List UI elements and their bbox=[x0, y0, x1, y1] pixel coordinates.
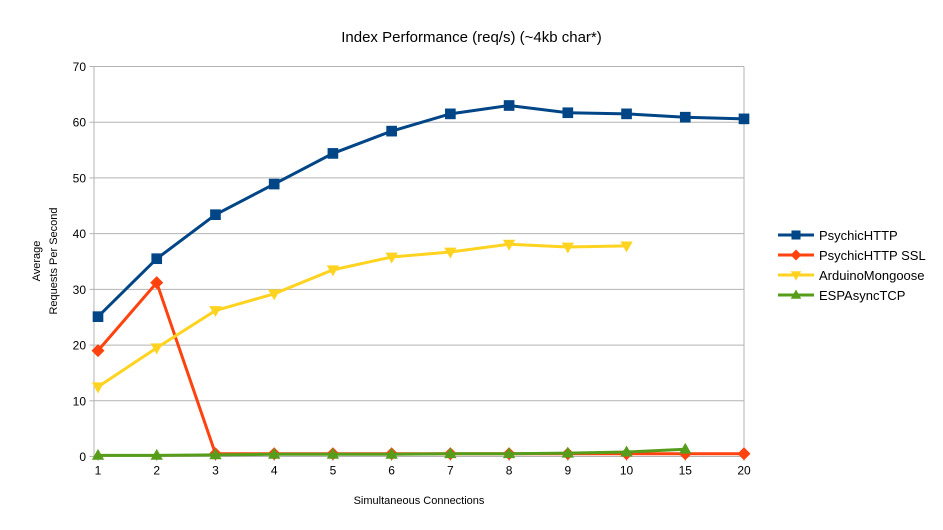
data-point-marker bbox=[268, 289, 281, 301]
square-marker-icon bbox=[791, 230, 801, 240]
data-point-marker bbox=[326, 447, 340, 459]
data-point-marker bbox=[385, 252, 398, 264]
data-point-marker bbox=[561, 242, 574, 254]
legend: PsychicHTTP PsychicHTTP SSL ArduinoMongoos… bbox=[778, 225, 926, 305]
legend-item-espasynctcp: ESPAsyncTCP bbox=[778, 285, 926, 305]
series-line bbox=[96, 103, 745, 318]
data-point-marker bbox=[503, 100, 515, 111]
legend-item-psychichttp: PsychicHTTP bbox=[778, 225, 926, 245]
data-point-marker bbox=[268, 447, 281, 459]
data-point-marker bbox=[151, 253, 163, 265]
y-tick-label: 60 bbox=[73, 116, 87, 130]
data-point-marker bbox=[150, 343, 163, 355]
data-point-marker bbox=[210, 209, 221, 221]
x-tick-label: 3 bbox=[212, 464, 219, 478]
x-tick-label: 15 bbox=[679, 464, 693, 478]
legend-item-arduinomongoose: ArduinoMongoose bbox=[778, 265, 926, 285]
legend-label: PsychicHTTP SSL bbox=[819, 247, 926, 263]
data-point-marker bbox=[209, 448, 222, 460]
data-point-marker bbox=[502, 447, 516, 459]
x-tick-label: 6 bbox=[388, 464, 395, 478]
x-tick-label: 2 bbox=[153, 464, 160, 478]
triangle-up-legend-icon bbox=[778, 289, 814, 299]
data-point-marker bbox=[621, 108, 632, 120]
series-psychichttp-ssl bbox=[91, 276, 751, 461]
y-tick-label: 10 bbox=[73, 394, 87, 408]
legend-label: PsychicHTTP bbox=[819, 227, 898, 243]
diamond-legend-icon bbox=[778, 249, 814, 261]
x-axis-title: Simultaneous Connections bbox=[353, 495, 485, 507]
legend-label: ArduinoMongoose bbox=[819, 267, 925, 283]
data-point-marker bbox=[679, 442, 692, 454]
data-point-marker bbox=[268, 178, 280, 190]
data-point-marker bbox=[444, 447, 457, 459]
triangle-up-marker-icon bbox=[790, 289, 802, 299]
y-tick-label: 30 bbox=[73, 283, 87, 297]
triangle-down-marker-icon bbox=[790, 271, 802, 281]
square-legend-icon bbox=[778, 230, 814, 240]
y-tick-label: 70 bbox=[73, 60, 87, 74]
y-tick-label: 50 bbox=[73, 171, 87, 185]
data-point-marker bbox=[386, 125, 397, 137]
data-point-marker bbox=[91, 382, 105, 394]
data-point-marker bbox=[562, 107, 574, 119]
x-tick-label: 8 bbox=[506, 464, 513, 478]
x-tick-label: 5 bbox=[330, 464, 337, 478]
data-point-marker bbox=[385, 447, 398, 459]
data-point-marker bbox=[209, 306, 222, 318]
y-tick-label: 0 bbox=[79, 450, 86, 464]
diamond-marker-icon bbox=[790, 249, 802, 261]
triangle-down-legend-icon bbox=[778, 271, 814, 281]
x-tick-label: 20 bbox=[737, 464, 751, 478]
x-tick-label: 1 bbox=[95, 464, 102, 478]
data-point-marker bbox=[92, 311, 104, 322]
x-tick-label: 9 bbox=[564, 464, 571, 478]
y-tick-label: 40 bbox=[73, 227, 87, 241]
series-espasynctcp bbox=[91, 442, 692, 460]
data-point-marker bbox=[91, 344, 105, 358]
x-tick-label: 10 bbox=[620, 464, 634, 478]
data-point-marker bbox=[445, 108, 456, 120]
data-point-marker bbox=[327, 148, 339, 159]
data-point-marker bbox=[91, 448, 105, 460]
legend-label: ESPAsyncTCP bbox=[819, 287, 906, 303]
x-tick-label: 7 bbox=[447, 464, 454, 478]
series-line bbox=[96, 279, 744, 456]
data-point-marker bbox=[679, 111, 691, 123]
legend-item-psychichttp-ssl: PsychicHTTP SSL bbox=[778, 245, 926, 265]
series-arduinomongoose bbox=[91, 239, 633, 394]
data-point-marker bbox=[737, 447, 751, 461]
data-point-marker bbox=[738, 113, 750, 125]
data-point-marker bbox=[150, 448, 163, 460]
series-psychichttp bbox=[92, 100, 750, 322]
data-point-marker bbox=[620, 241, 633, 253]
data-point-marker bbox=[444, 247, 457, 259]
data-point-marker bbox=[561, 446, 574, 458]
data-point-marker bbox=[150, 276, 164, 290]
data-point-marker bbox=[502, 239, 516, 251]
x-tick-label: 4 bbox=[271, 464, 278, 478]
data-point-marker bbox=[620, 445, 633, 457]
data-point-marker bbox=[326, 265, 340, 277]
chart-title: Index Performance (req/s) (~4kb char*) bbox=[341, 29, 602, 46]
y-tick-label: 20 bbox=[73, 339, 87, 353]
series-line bbox=[97, 242, 627, 389]
